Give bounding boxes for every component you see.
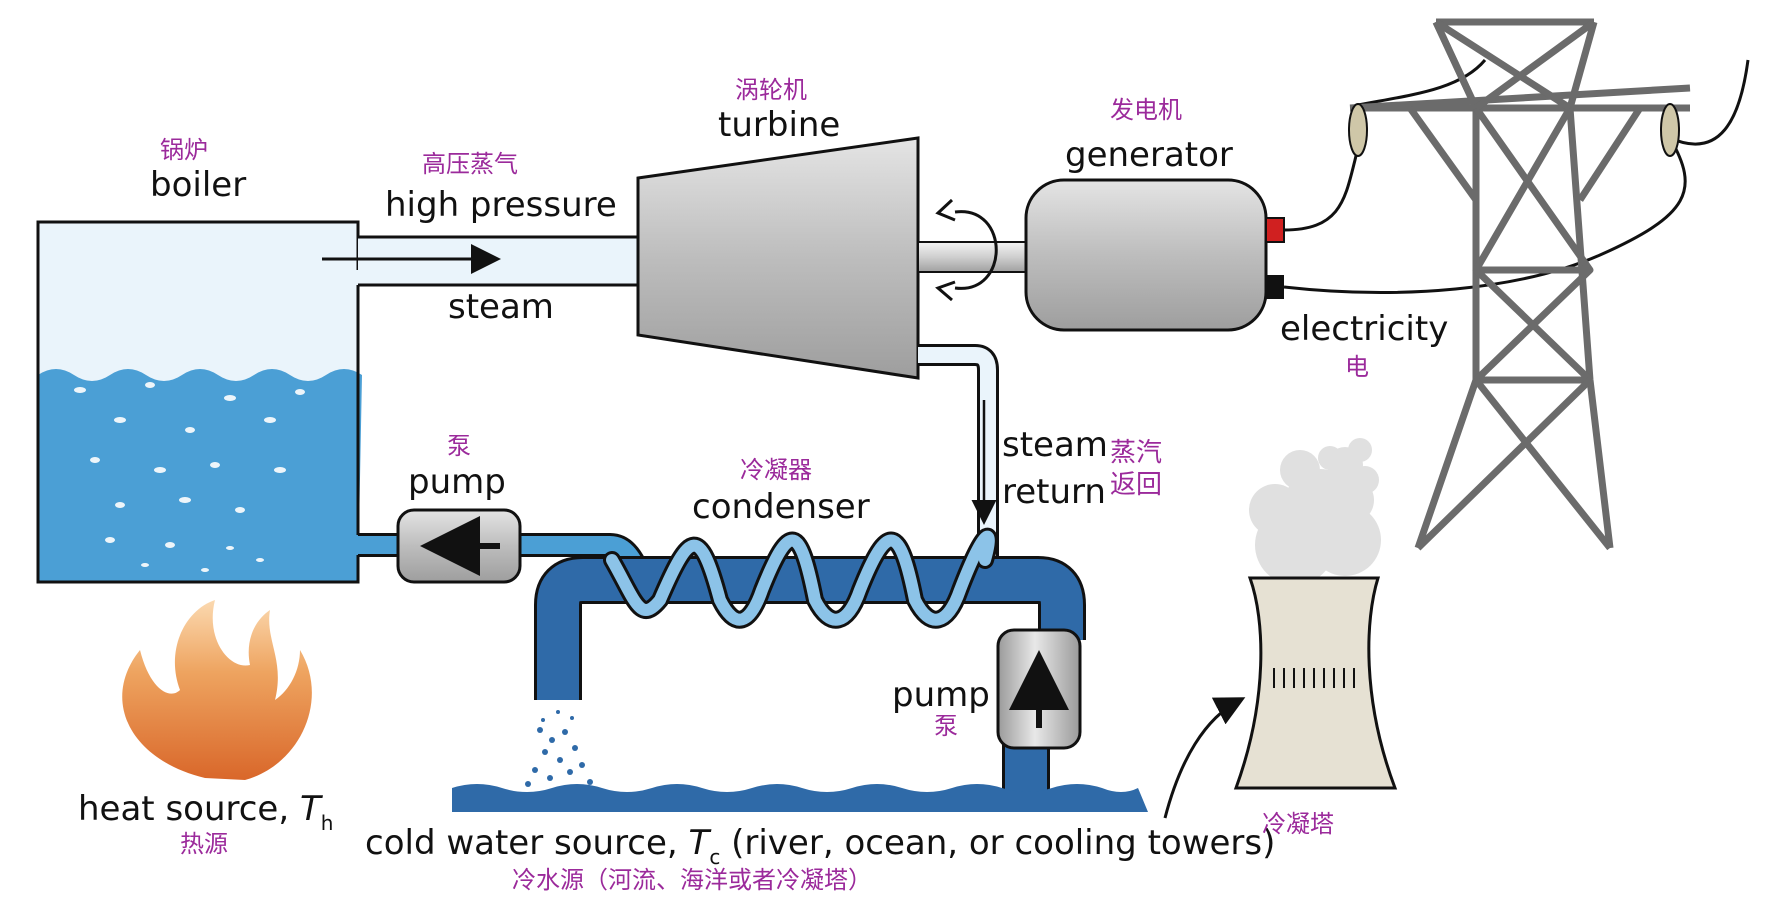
pump-right-label: pump	[892, 675, 990, 715]
cold-source-symbol: T	[688, 823, 710, 863]
water-spray	[525, 710, 593, 787]
steam-pipe	[322, 235, 640, 287]
heat-source-subscript: h	[320, 810, 334, 835]
steam-return-label-2: return	[1002, 472, 1106, 512]
condenser-label-zh: 冷凝器	[740, 456, 812, 484]
electricity-label-zh: 电	[1345, 353, 1369, 381]
heat-source-label-zh: 热源	[180, 830, 228, 858]
turbine-label-zh: 涡轮机	[735, 76, 807, 104]
cold-source-text-b: (river, ocean, or cooling towers)	[720, 823, 1276, 863]
condenser-label: condenser	[692, 487, 870, 527]
cold-water	[452, 710, 1148, 812]
cold-source-text-a: cold water source,	[365, 823, 689, 863]
steam-label: steam	[448, 287, 554, 327]
generator-label-zh: 发电机	[1110, 96, 1182, 124]
pump-right	[996, 628, 1082, 750]
cold-source-label-zh: 冷水源（河流、海洋或者冷凝塔）	[512, 866, 872, 894]
high-pressure-label: high pressure	[385, 185, 617, 225]
cold-source-label: cold water source, Tc (river, ocean, or …	[365, 823, 1276, 867]
transmission-tower	[1349, 18, 1691, 551]
turbine	[636, 136, 920, 380]
boiler-label: boiler	[150, 165, 247, 205]
cooling-tower	[1163, 438, 1398, 819]
pump-left-label: pump	[408, 462, 506, 502]
heat-source-symbol: T	[299, 789, 321, 829]
condenser-coil	[603, 527, 998, 629]
generator-label: generator	[1065, 135, 1233, 175]
steam-cloud	[1249, 438, 1381, 585]
boiler-bubbles	[74, 382, 305, 572]
high-pressure-label-zh: 高压蒸气	[422, 150, 518, 178]
electricity-label: electricity	[1280, 309, 1449, 349]
steam-return-pipe	[918, 344, 999, 562]
turbine-label: turbine	[718, 105, 841, 145]
pump-left	[396, 508, 522, 584]
steam-return-label-1: steam	[1002, 425, 1108, 465]
heat-source-text: heat source,	[78, 789, 300, 829]
insulators	[1348, 103, 1680, 157]
boiler-label-zh: 锅炉	[160, 136, 208, 164]
boiler	[36, 220, 362, 584]
flame-icon	[122, 600, 312, 780]
pump-left-label-zh: 泵	[447, 432, 471, 460]
cooling-tower-label-zh: 冷凝塔	[1262, 810, 1334, 838]
steam-return-label-zh-1: 蒸汽	[1110, 438, 1163, 468]
pump-right-label-zh: 泵	[934, 712, 958, 740]
tower-ring	[1273, 668, 1355, 688]
turbine-shaft	[917, 198, 1031, 302]
generator	[1024, 178, 1285, 332]
cold-source-subscript: c	[709, 844, 721, 869]
heat-source-label: heat source, Th	[78, 789, 333, 833]
steam-return-label-zh-2: 返回	[1110, 470, 1163, 500]
